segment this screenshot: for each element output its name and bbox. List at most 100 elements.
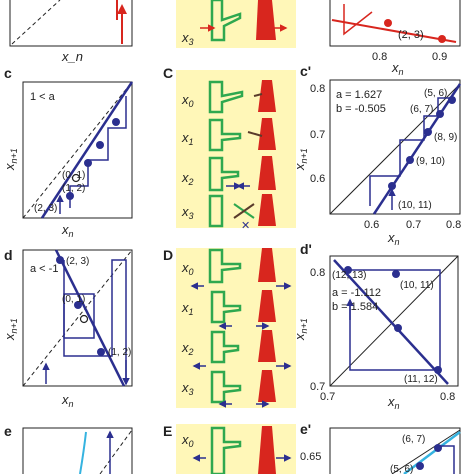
cross-icon: ✕ — [241, 220, 250, 232]
y-tick-label: 0.65 — [300, 451, 321, 463]
param-label: a = -1.112 — [332, 287, 381, 299]
green-figure-icon — [208, 194, 224, 228]
cobweb-path — [369, 97, 454, 206]
data-point — [112, 118, 120, 126]
param-label: b = 1.584 — [332, 301, 378, 313]
map-line — [331, 19, 457, 43]
x-tick-label: 0.9 — [432, 51, 447, 63]
red-figure-icon — [258, 290, 276, 322]
point-label: (6, 7) — [410, 104, 433, 115]
data-point — [394, 324, 402, 332]
green-figure-icon — [210, 290, 242, 324]
green-figure-icon — [208, 80, 244, 114]
y-tick-label: 0.8 — [310, 267, 325, 279]
x-tick-label: 0.7 — [406, 219, 421, 231]
point-label: (12, 13) — [332, 270, 366, 281]
x-axis-label: xn — [387, 394, 400, 411]
data-point — [74, 301, 82, 309]
point-label: (2, 3) — [398, 29, 424, 41]
data-point — [434, 366, 442, 374]
panel-letter: c — [4, 65, 12, 81]
x-axis-label: x_n — [61, 49, 83, 64]
identity-dashed-line — [99, 429, 133, 474]
x-axis-label: xn — [391, 60, 404, 77]
point-label: (6, 7) — [402, 434, 425, 445]
red-figure-icon — [256, 0, 276, 40]
red-figure-icon — [258, 118, 276, 150]
green-figure-icon — [208, 156, 240, 192]
panel-letter: E — [163, 423, 172, 439]
map-line — [79, 431, 87, 474]
data-point — [344, 266, 352, 274]
panel-letter: d' — [300, 241, 312, 257]
top-right-panel: (2, 3) 0.8 0.9 xn — [329, 0, 461, 77]
panel-letter: c' — [300, 63, 311, 79]
point-label: (1, 2) — [62, 183, 85, 194]
x-tick-label: 0.8 — [372, 51, 387, 63]
y-tick-label: 0.6 — [310, 173, 325, 185]
data-point — [448, 96, 456, 104]
map-line — [54, 249, 126, 387]
data-point — [416, 462, 424, 470]
identity-dashed-line — [22, 249, 133, 387]
data-point — [97, 348, 105, 356]
x-axis-label: xn — [387, 230, 400, 247]
y-axis-label: xn+1 — [2, 148, 19, 171]
data-point — [406, 156, 414, 164]
red-figure-icon — [258, 330, 276, 362]
fixed-point-marker — [79, 314, 89, 324]
data-point — [436, 110, 444, 118]
point-label: (2, 3) — [34, 203, 57, 214]
x-tick-label: 0.6 — [364, 219, 379, 231]
red-figure-icon — [258, 80, 276, 112]
y-tick-label: 0.7 — [310, 129, 325, 141]
data-point — [434, 444, 442, 452]
data-point — [388, 182, 396, 190]
panel-letter: d — [4, 247, 13, 263]
panel-c: c 1 < a (0, 1) (1, 2) (2, 3) xn xn+1 — [2, 65, 134, 239]
green-figure-icon — [210, 330, 240, 364]
point-label: (1, 2) — [108, 347, 131, 358]
data-point — [56, 256, 64, 264]
param-label: b = -0.505 — [336, 103, 386, 115]
identity-line — [329, 255, 459, 387]
red-figure-icon — [258, 156, 276, 190]
point-label: (9, 10) — [416, 156, 445, 167]
data-point — [438, 35, 446, 43]
panel-letter: C — [163, 65, 173, 81]
red-figure-icon — [258, 194, 276, 226]
point-label: (11, 12) — [404, 374, 438, 385]
state-row-3: x3 — [181, 370, 276, 408]
green-figure-icon — [210, 426, 242, 474]
x-tick-label: 0.7 — [320, 391, 335, 403]
panel-d: d a < -1 (2, 3) (0, 1) (1, 2) xn xn+1 — [2, 247, 133, 409]
state-row-0: x0 — [181, 248, 292, 290]
green-figure-icon — [210, 0, 242, 42]
panel-e: e — [4, 423, 133, 474]
top-middle-panel: x3 — [176, 0, 296, 48]
panel-C: C x0 x1 x2 x3 ✕ — [163, 65, 296, 232]
identity-dashed-line — [22, 81, 133, 219]
point-label: (0, 1) — [62, 294, 85, 305]
state-row-0: x0 — [181, 80, 276, 114]
data-point — [84, 159, 92, 167]
point-label: (5, 6) — [424, 88, 447, 99]
state-row-2: x2 — [181, 330, 292, 370]
cobweb-path — [63, 259, 127, 378]
data-point — [424, 128, 432, 136]
condition-label: 1 < a — [30, 91, 56, 103]
panel-c-prime: c' a = 1.627 b = -0.505 (5, 6) (6, 7) (8… — [292, 63, 461, 247]
panel-E: E x0 — [163, 423, 296, 474]
x-tick-label: 0.8 — [446, 219, 461, 231]
condition-label: a < -1 — [30, 263, 58, 275]
panel-d-prime: d' a = -1.112 b = 1.584 (12, 13) (10, 11… — [292, 241, 459, 411]
data-point — [384, 19, 392, 27]
green-figure-icon — [210, 370, 242, 404]
x-tick-label: 0.8 — [440, 391, 455, 403]
data-point — [96, 141, 104, 149]
map-line — [40, 81, 134, 219]
x-axis-label: xn — [61, 222, 74, 239]
point-label: (8, 9) — [434, 132, 457, 143]
data-point — [66, 192, 74, 200]
param-label: a = 1.627 — [336, 89, 382, 101]
